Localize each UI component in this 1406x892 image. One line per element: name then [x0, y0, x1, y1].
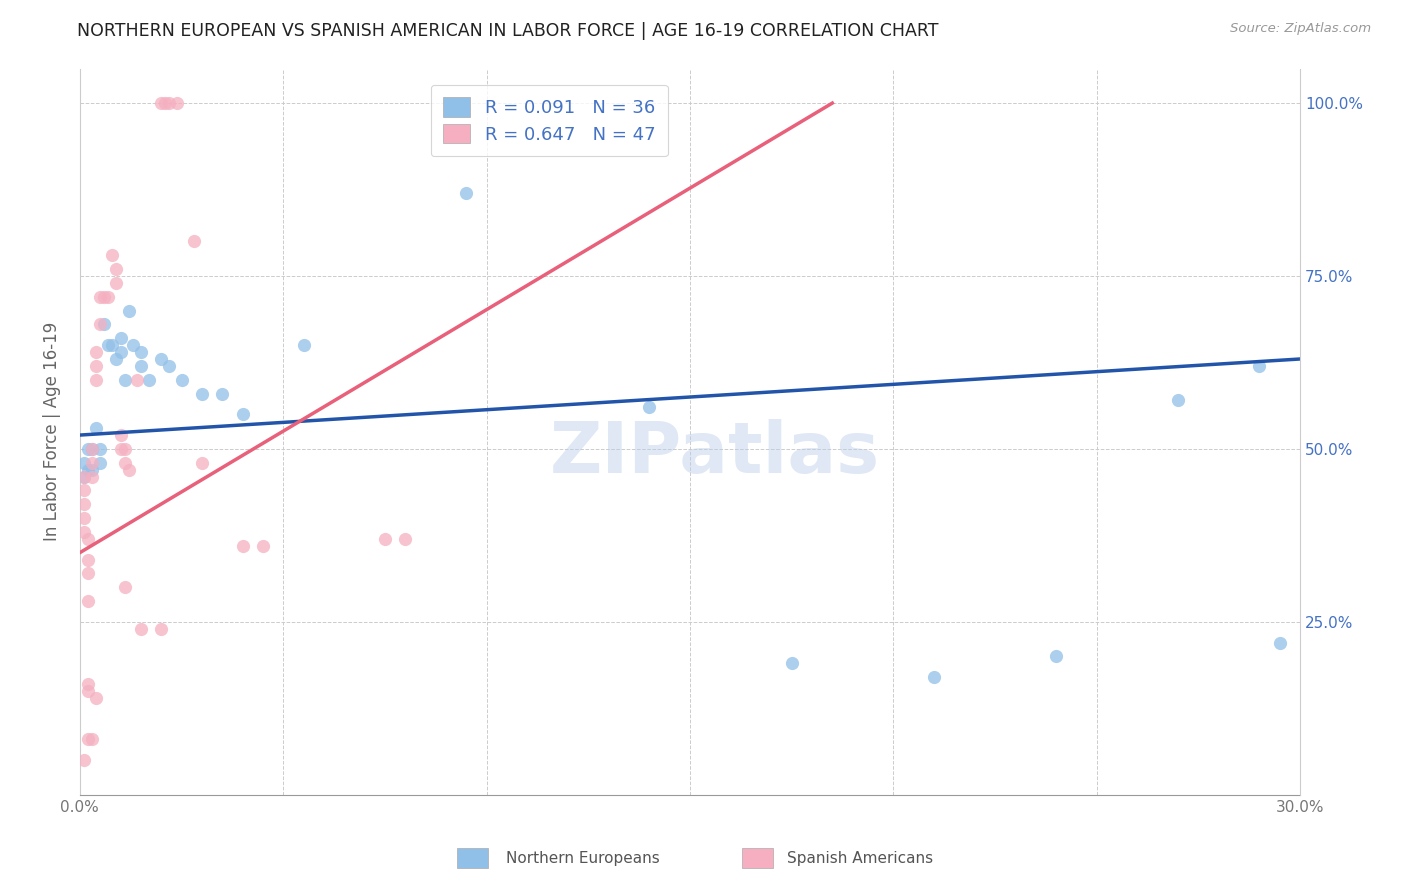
Point — [211, 386, 233, 401]
Point — [166, 96, 188, 111]
Text: ZIPatlas: ZIPatlas — [550, 419, 879, 488]
Point — [101, 338, 124, 352]
Point — [105, 276, 128, 290]
Text: NORTHERN EUROPEAN VS SPANISH AMERICAN IN LABOR FORCE | AGE 16-19 CORRELATION CHA: NORTHERN EUROPEAN VS SPANISH AMERICAN IN… — [77, 22, 939, 40]
Point — [157, 359, 180, 373]
Point — [77, 552, 100, 566]
Point — [183, 235, 205, 249]
Point — [114, 442, 136, 456]
Point — [191, 386, 214, 401]
Point — [191, 456, 214, 470]
Point — [1045, 649, 1067, 664]
Point — [1249, 359, 1271, 373]
Point — [73, 511, 96, 525]
Point — [129, 622, 152, 636]
Point — [110, 331, 132, 345]
Point — [73, 469, 96, 483]
Point — [922, 670, 945, 684]
Point — [292, 338, 315, 352]
Point — [84, 373, 107, 387]
Point — [80, 456, 103, 470]
Point — [73, 469, 96, 483]
Point — [80, 469, 103, 483]
Point — [110, 428, 132, 442]
Point — [118, 303, 141, 318]
Point — [150, 96, 173, 111]
Point — [84, 345, 107, 359]
Point — [93, 290, 115, 304]
Y-axis label: In Labor Force | Age 16-19: In Labor Force | Age 16-19 — [44, 322, 60, 541]
Text: Northern Europeans: Northern Europeans — [506, 851, 659, 865]
Point — [77, 732, 100, 747]
Point — [456, 186, 478, 200]
Point — [157, 96, 180, 111]
Point — [77, 532, 100, 546]
Point — [80, 442, 103, 456]
Point — [89, 290, 111, 304]
Point — [97, 290, 120, 304]
Point — [105, 351, 128, 366]
Point — [77, 566, 100, 581]
Point — [232, 539, 254, 553]
Point — [374, 532, 396, 546]
Point — [232, 407, 254, 421]
Point — [114, 456, 136, 470]
Point — [80, 732, 103, 747]
Point — [638, 401, 661, 415]
Point — [114, 580, 136, 594]
Point — [84, 359, 107, 373]
Text: Spanish Americans: Spanish Americans — [787, 851, 934, 865]
Point — [80, 442, 103, 456]
Point — [77, 594, 100, 608]
Point — [73, 497, 96, 511]
Point — [1268, 635, 1291, 649]
Point — [150, 351, 173, 366]
Point — [101, 248, 124, 262]
Point — [73, 524, 96, 539]
Point — [125, 373, 148, 387]
Text: Source: ZipAtlas.com: Source: ZipAtlas.com — [1230, 22, 1371, 36]
Point — [84, 421, 107, 435]
Point — [138, 373, 160, 387]
Point — [780, 657, 803, 671]
Point — [73, 753, 96, 767]
Point — [77, 684, 100, 698]
Point — [118, 463, 141, 477]
Point — [110, 442, 132, 456]
Point — [73, 456, 96, 470]
Point — [110, 345, 132, 359]
Legend: R = 0.091   N = 36, R = 0.647   N = 47: R = 0.091 N = 36, R = 0.647 N = 47 — [430, 85, 668, 156]
Point — [155, 96, 177, 111]
Point — [89, 456, 111, 470]
Point — [129, 359, 152, 373]
Point — [114, 373, 136, 387]
Point — [252, 539, 274, 553]
Point — [394, 532, 416, 546]
Point — [97, 338, 120, 352]
Point — [77, 442, 100, 456]
Point — [170, 373, 193, 387]
Point — [77, 463, 100, 477]
Point — [150, 622, 173, 636]
Point — [89, 318, 111, 332]
Point — [77, 677, 100, 691]
Point — [89, 442, 111, 456]
Point — [84, 690, 107, 705]
Point — [105, 262, 128, 277]
Point — [1167, 393, 1189, 408]
Point — [129, 345, 152, 359]
Point — [80, 463, 103, 477]
Point — [73, 483, 96, 498]
Point — [121, 338, 143, 352]
Point — [93, 318, 115, 332]
